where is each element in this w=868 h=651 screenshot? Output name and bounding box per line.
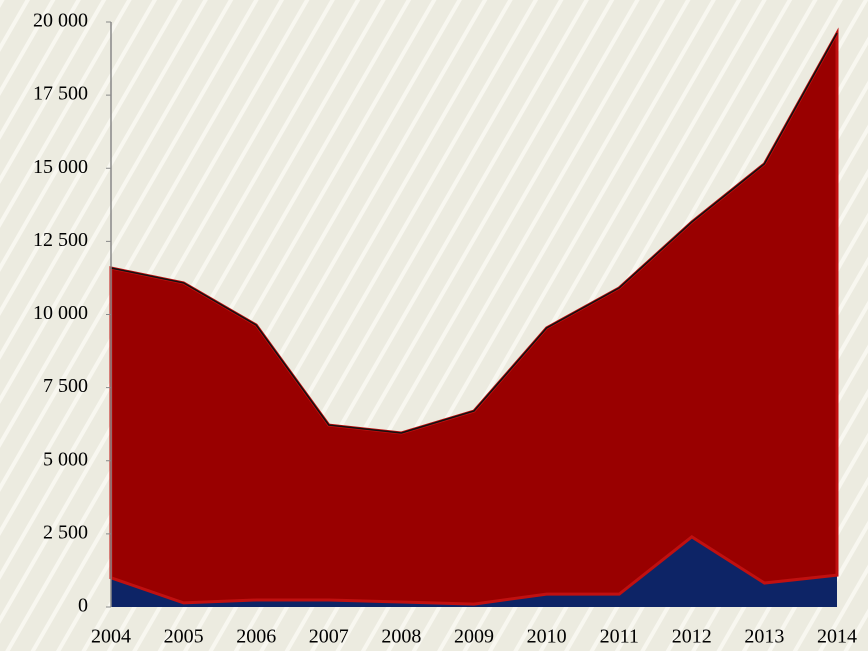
x-tick-label: 2007 bbox=[309, 626, 349, 648]
y-tick-label: 2 500 bbox=[43, 521, 88, 543]
y-tick-label: 20 000 bbox=[33, 10, 88, 32]
y-tick-label: 12 500 bbox=[33, 229, 88, 251]
x-tick-label: 2009 bbox=[454, 626, 494, 648]
x-tick-label: 2006 bbox=[236, 626, 276, 648]
y-tick-label: 0 bbox=[78, 595, 88, 617]
area bbox=[111, 536, 837, 607]
y-tick-label: 5 000 bbox=[43, 448, 88, 470]
area-outline bbox=[110, 32, 838, 434]
x-tick-label: 2004 bbox=[91, 626, 131, 648]
x-tick-label: 2013 bbox=[744, 626, 784, 648]
x-tick-label: 2012 bbox=[672, 626, 712, 648]
x-tick-label: 2014 bbox=[817, 626, 857, 648]
y-tick-label: 7 500 bbox=[43, 375, 88, 397]
y-tick-label: 17 500 bbox=[33, 83, 88, 105]
x-tick-label: 2005 bbox=[164, 626, 204, 648]
y-tick-label: 10 000 bbox=[33, 302, 88, 324]
x-tick-label: 2010 bbox=[527, 626, 567, 648]
x-tick-label: 2008 bbox=[381, 626, 421, 648]
x-tick-label: 2011 bbox=[600, 626, 639, 648]
plot-area: 0 2 500 5 000 7 500 10 000 12 500 15 000 17 500… bbox=[33, 10, 857, 648]
y-tick-label: 15 000 bbox=[33, 156, 88, 178]
